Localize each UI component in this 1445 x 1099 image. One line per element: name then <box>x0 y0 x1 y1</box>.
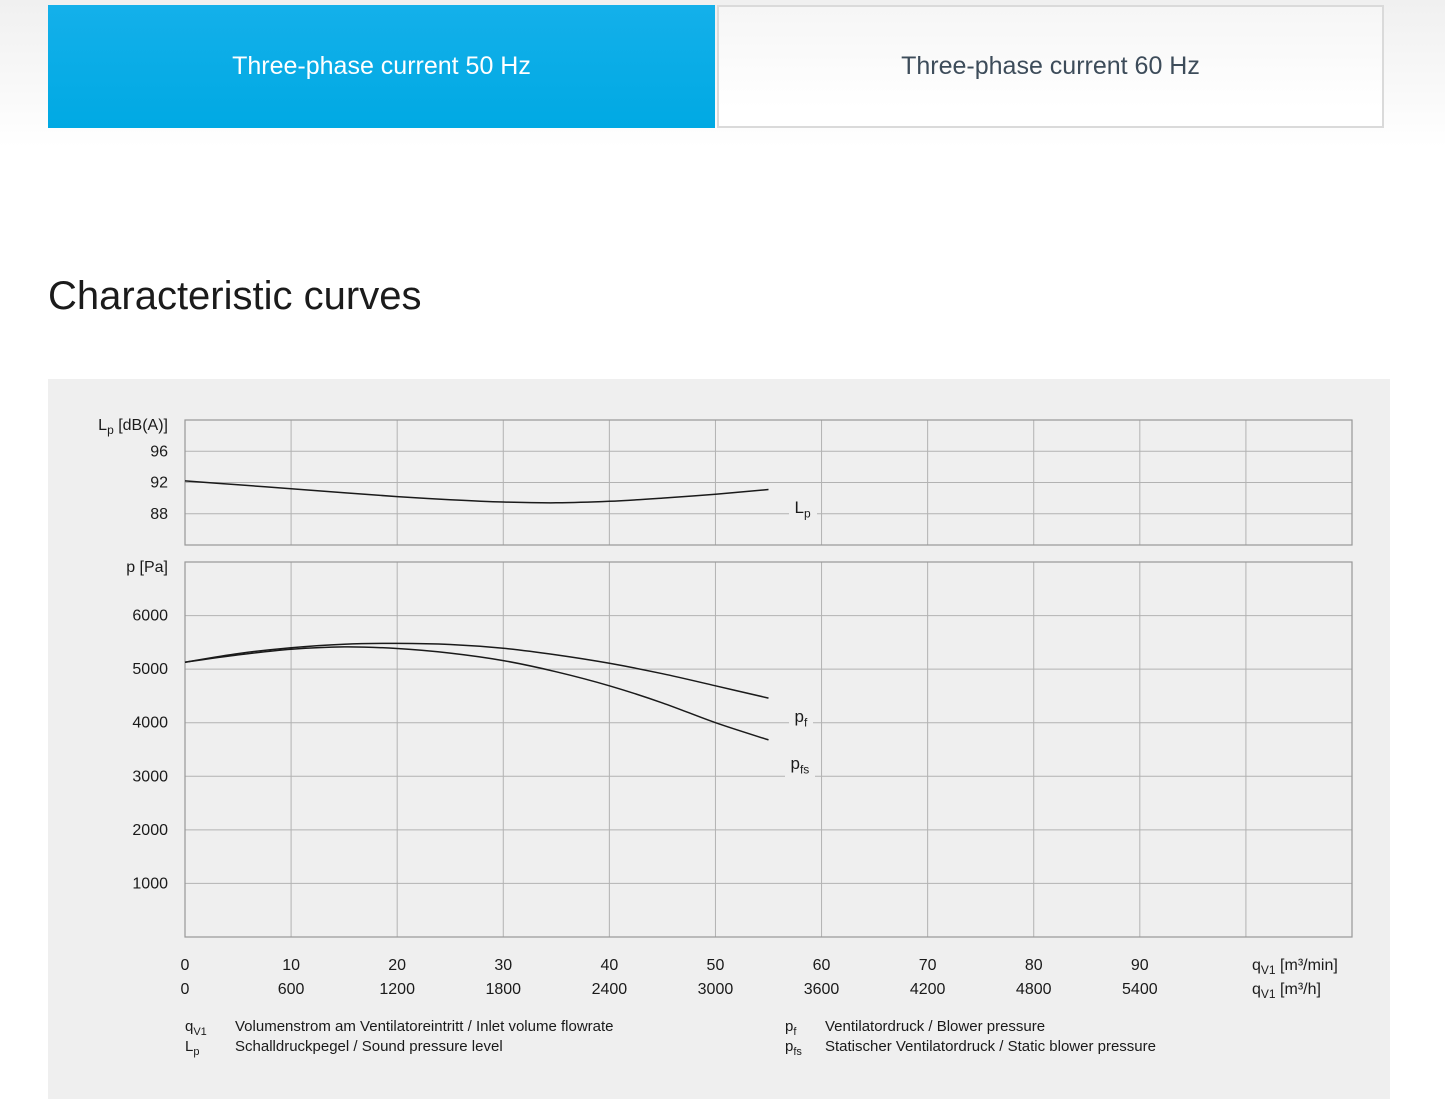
legend-text: Statischer Ventilatordruck / Static blow… <box>825 1038 1156 1055</box>
legend-symbol-pfs: pfs <box>785 1038 802 1058</box>
plot-border <box>184 419 1353 546</box>
x-tick-label: 20 <box>388 957 406 974</box>
tab-label-50hz: Three-phase current 50 Hz <box>232 52 531 80</box>
y-tick-label: 96 <box>150 443 168 460</box>
x-tick-label: 1800 <box>485 981 521 998</box>
tab-label-60hz: Three-phase current 60 Hz <box>901 52 1200 80</box>
curve-pf <box>184 642 769 699</box>
y-tick-label: 4000 <box>132 715 168 732</box>
x-tick-label: 70 <box>919 957 937 974</box>
y-tick-label: 6000 <box>132 608 168 625</box>
legend-symbol-pf: pf <box>785 1018 797 1038</box>
y-tick-label: 2000 <box>132 822 168 839</box>
tab-bar: Three-phase current 50 Hz Three-phase cu… <box>0 0 1445 148</box>
x-tick-label: 50 <box>707 957 725 974</box>
x-tick-label: 1200 <box>379 981 415 998</box>
legend-symbol-Lp: Lp <box>185 1038 199 1058</box>
legend-text: Ventilatordruck / Blower pressure <box>825 1018 1045 1035</box>
x-tick-label: 2400 <box>592 981 628 998</box>
x-tick-label: 3000 <box>698 981 734 998</box>
legend-symbol-qV1: qV1 <box>185 1018 207 1038</box>
characteristic-curves-panel: 88 92 96 Lp [dB(A)] 1000 2000 3000 4000 5000 6000… <box>48 379 1390 1099</box>
page-title: Characteristic curves <box>48 274 422 318</box>
x-axis-unit-label: qV1 [m³/min] <box>1252 957 1338 977</box>
legend-text: Volumenstrom am Ventilatoreintritt / Inl… <box>235 1018 614 1035</box>
x-tick-label: 40 <box>600 957 618 974</box>
x-tick-label: 3600 <box>804 981 840 998</box>
x-axis-unit-label: qV1 [m³/h] <box>1252 981 1321 1001</box>
y-axis-label: p [Pa] <box>126 559 168 576</box>
x-tick-label: 90 <box>1131 957 1149 974</box>
x-tick-label: 600 <box>278 981 305 998</box>
y-axis-label: Lp [dB(A)] <box>98 417 168 437</box>
x-tick-label: 30 <box>494 957 512 974</box>
y-tick-label: 92 <box>150 475 168 492</box>
x-tick-label: 60 <box>813 957 831 974</box>
x-tick-label: 10 <box>282 957 300 974</box>
curve-pfs <box>184 646 769 741</box>
y-tick-label: 1000 <box>132 875 168 892</box>
curve-label-Lp: Lp <box>788 495 817 522</box>
tab-three-phase-50hz[interactable]: Three-phase current 50 Hz <box>48 5 715 128</box>
curve-label-pf: pf <box>788 705 814 732</box>
x-tick-label: 80 <box>1025 957 1043 974</box>
y-tick-label: 88 <box>150 506 168 523</box>
legend-text: Schalldruckpegel / Sound pressure level <box>235 1038 503 1055</box>
x-tick-label: 4800 <box>1016 981 1052 998</box>
tab-three-phase-60hz[interactable]: Three-phase current 60 Hz <box>717 5 1384 128</box>
curve-label-pfs: pfs <box>784 751 816 779</box>
x-tick-label: 0 <box>181 957 190 974</box>
x-tick-label: 5400 <box>1122 981 1158 998</box>
curve-Lp <box>184 480 769 504</box>
y-tick-label: 5000 <box>132 661 168 678</box>
x-tick-label: 0 <box>181 981 190 998</box>
y-tick-label: 3000 <box>132 768 168 785</box>
x-tick-label: 4200 <box>910 981 946 998</box>
plot-border <box>184 561 1353 938</box>
